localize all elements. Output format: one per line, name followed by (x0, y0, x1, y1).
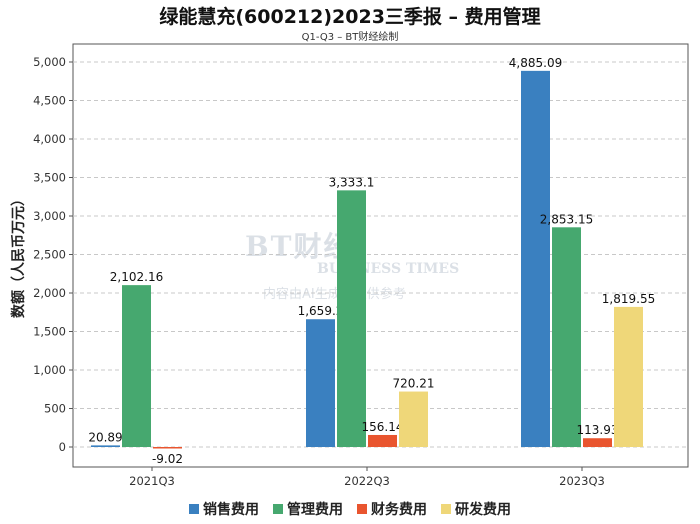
bar-管理费用-2022Q3 (337, 190, 366, 447)
x-tick-label: 2023Q3 (559, 474, 605, 488)
legend: 销售费用 管理费用 财务费用 研发费用 (0, 499, 700, 519)
legend-label: 销售费用 (203, 502, 259, 518)
y-tick-label: 2,500 (33, 248, 66, 262)
watermark-note: 内容由AI生成，仅供参考 (263, 287, 406, 302)
legend-swatch (441, 504, 451, 514)
y-tick-label: 500 (44, 402, 66, 416)
y-tick-label: 4,500 (33, 94, 66, 108)
chart-title: 绿能慧充(600212)2023三季报 – 费用管理 (159, 6, 541, 28)
y-tick-label: 0 (59, 440, 66, 454)
legend-label: 研发费用 (455, 502, 511, 518)
legend-swatch (189, 504, 199, 514)
bar-销售费用-2022Q3 (306, 319, 335, 447)
bar-财务费用-2023Q3 (583, 438, 612, 447)
bar-管理费用-2023Q3 (552, 227, 581, 447)
y-tick-label: 1,000 (33, 363, 66, 377)
data-label: 113.93 (577, 423, 619, 437)
x-tick-label: 2022Q3 (344, 474, 390, 488)
bar-财务费用-2021Q3 (153, 447, 182, 449)
y-tick-label: 4,000 (33, 132, 66, 146)
data-label: 2,102.16 (110, 270, 163, 284)
legend-item: 财务费用 (357, 499, 427, 519)
legend-label: 财务费用 (371, 502, 427, 518)
y-tick-label: 5,000 (33, 55, 66, 69)
y-tick-label: 2,000 (33, 286, 66, 300)
y-tick-label: 3,000 (33, 209, 66, 223)
data-label: 2,853.15 (540, 212, 593, 226)
legend-item: 研发费用 (441, 499, 511, 519)
legend-label: 管理费用 (287, 502, 343, 518)
data-label: 720.21 (393, 377, 435, 391)
legend-swatch (357, 504, 367, 514)
bar-研发费用-2022Q3 (399, 391, 428, 447)
data-label: 1,819.55 (602, 292, 655, 306)
data-label: 4,885.09 (509, 56, 562, 70)
legend-item: 销售费用 (189, 499, 259, 519)
x-tick-label: 2021Q3 (129, 474, 175, 488)
y-axis-label: 数额（人民币万元） (10, 192, 27, 318)
watermark-brand: BT财经 (245, 230, 354, 263)
bar-销售费用-2023Q3 (521, 70, 550, 447)
bar-销售费用-2021Q3 (91, 445, 120, 447)
data-label: 20.89 (88, 430, 122, 444)
chart-subtitle: Q1-Q3 – BT财经绘制 (301, 32, 399, 43)
data-label: -9.02 (152, 452, 183, 466)
data-label: 156.14 (362, 420, 404, 434)
bar-财务费用-2022Q3 (368, 434, 397, 447)
plot-frame (72, 43, 689, 468)
data-label: 3,333.1 (329, 175, 375, 189)
y-tick-label: 1,500 (33, 325, 66, 339)
legend-item: 管理费用 (273, 499, 343, 519)
bar-研发费用-2023Q3 (614, 306, 643, 447)
legend-swatch (273, 504, 283, 514)
data-label: 1,659.2 (298, 304, 344, 318)
bar-管理费用-2021Q3 (122, 285, 151, 447)
y-tick-label: 3,500 (33, 171, 66, 185)
